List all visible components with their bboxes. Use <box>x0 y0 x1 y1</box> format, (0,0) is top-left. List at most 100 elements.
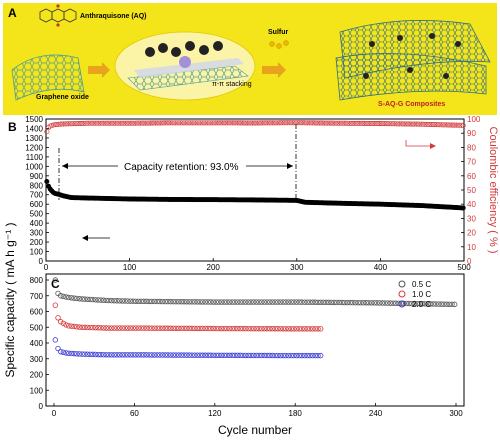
rate-point <box>285 326 292 332</box>
efficiency-point <box>132 120 138 126</box>
efficiency-point <box>154 120 160 126</box>
efficiency-point <box>296 120 302 126</box>
capacity-axis-pointer-icon <box>82 235 88 241</box>
b-x-tick-label: 500 <box>457 263 471 272</box>
rate-point <box>84 351 91 357</box>
rate-point <box>119 325 126 331</box>
efficiency-point <box>156 120 162 126</box>
efficiency-point <box>66 121 72 127</box>
rate-point <box>275 352 281 359</box>
rate-point <box>334 299 340 306</box>
rate-point <box>269 326 276 332</box>
panel-b-label: B <box>8 120 17 134</box>
rate-point <box>63 322 69 328</box>
rate-point <box>229 325 235 332</box>
rate-point <box>68 323 75 329</box>
efficiency-point <box>81 120 87 126</box>
b-y-tick-label: 700 <box>30 191 44 200</box>
efficiency-point <box>127 120 133 126</box>
rate-point <box>194 325 201 332</box>
efficiency-point <box>111 120 117 126</box>
rate-point <box>162 352 168 358</box>
efficiency-point <box>283 120 289 126</box>
efficiency-point <box>445 122 451 128</box>
rate-point <box>441 301 447 307</box>
rate-point <box>103 325 109 331</box>
rate-point <box>216 352 222 359</box>
x-axis-label: Cycle number <box>218 423 292 437</box>
efficiency-point <box>184 120 190 126</box>
efficiency-point <box>383 121 389 127</box>
efficiency-point <box>101 120 107 126</box>
b-x-tick-label: 0 <box>44 263 49 272</box>
rate-point <box>74 324 80 330</box>
panel-b: B 0 100 200 300 400 5000100200300400500600700… <box>8 115 481 272</box>
rate-point <box>167 352 174 358</box>
efficiency-point <box>56 121 62 127</box>
rate-point <box>277 352 284 359</box>
rate-point <box>374 300 380 306</box>
efficiency-point <box>316 120 322 126</box>
efficiency-point <box>199 120 205 126</box>
rate-point <box>138 325 144 331</box>
efficiency-point <box>59 121 65 127</box>
rate-point <box>237 299 243 305</box>
efficiency-point <box>453 122 459 128</box>
efficiency-point <box>358 120 364 126</box>
efficiency-point <box>181 120 187 126</box>
b-y-tick-label: 200 <box>30 238 44 247</box>
series-1-0-c <box>52 302 324 332</box>
rate-point <box>159 352 166 358</box>
efficiency-point <box>393 121 399 127</box>
efficiency-point <box>52 122 58 128</box>
efficiency-point <box>392 121 398 127</box>
panel-c: C 0 60 120 180 240 300 0 100 200 300 400 500 600 700 8… <box>30 273 465 418</box>
rate-point <box>124 325 131 331</box>
efficiency-point <box>390 121 396 127</box>
rate-point <box>127 352 134 358</box>
efficiency-point <box>455 122 461 128</box>
rate-point <box>60 349 67 355</box>
efficiency-point <box>346 120 352 126</box>
rate-point <box>232 299 238 305</box>
rate-point <box>82 296 88 302</box>
efficiency-point <box>86 120 92 126</box>
rate-point <box>264 352 270 359</box>
rate-point <box>259 325 265 332</box>
rate-point <box>157 325 163 331</box>
rate-point <box>317 299 324 305</box>
efficiency-point <box>427 121 433 127</box>
b-y-tick-label: 500 <box>30 210 44 219</box>
efficiency-point <box>331 120 337 126</box>
rate-point <box>210 299 217 305</box>
efficiency-point <box>163 120 169 126</box>
b-y-tick-label: 1100 <box>26 153 44 162</box>
efficiency-point <box>348 120 354 126</box>
efficiency-point <box>161 120 167 126</box>
rate-point <box>264 326 270 332</box>
rate-point <box>194 299 201 305</box>
b-y-tick-label: 300 <box>30 229 44 238</box>
rate-point <box>122 298 128 304</box>
efficiency-point <box>223 120 229 126</box>
b-y-tick-label: 600 <box>30 200 44 209</box>
rate-point <box>90 351 96 358</box>
efficiency-point <box>343 120 349 126</box>
efficiency-point <box>447 122 453 128</box>
rate-point <box>138 352 144 358</box>
rate-point <box>221 352 227 359</box>
rate-point <box>127 298 134 304</box>
rate-point <box>291 299 297 305</box>
efficiency-point <box>422 121 428 127</box>
rate-point <box>154 298 160 305</box>
b-y2-tick-label: 10 <box>467 243 476 252</box>
efficiency-point <box>256 120 262 126</box>
rate-point <box>234 352 241 359</box>
rate-point <box>256 299 262 305</box>
efficiency-point <box>365 120 371 126</box>
rate-point <box>84 324 91 331</box>
b-x-tick-label: 400 <box>374 263 388 272</box>
rate-point <box>205 352 211 358</box>
efficiency-axis-pointer <box>405 140 432 147</box>
efficiency-point <box>351 120 357 126</box>
